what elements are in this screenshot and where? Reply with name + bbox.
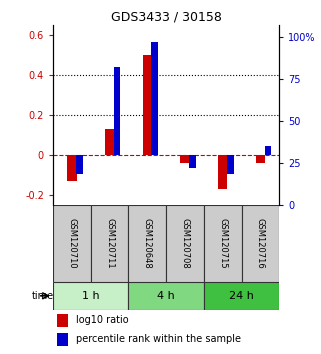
Text: GSM120715: GSM120715 [218,218,227,269]
FancyBboxPatch shape [53,205,91,282]
FancyBboxPatch shape [204,282,279,310]
FancyBboxPatch shape [204,205,241,282]
Bar [180,155,190,163]
Bar [265,146,271,155]
Text: GSM120711: GSM120711 [105,218,114,269]
Title: GDS3433 / 30158: GDS3433 / 30158 [111,11,221,24]
Bar [218,155,227,189]
Bar [67,155,76,181]
Text: 4 h: 4 h [157,291,175,301]
FancyBboxPatch shape [128,282,204,310]
Bar [227,155,234,175]
Text: GSM120710: GSM120710 [67,218,76,269]
Text: GSM120716: GSM120716 [256,218,265,269]
Text: 1 h: 1 h [82,291,100,301]
Text: time: time [31,291,54,301]
Bar [256,155,265,163]
FancyBboxPatch shape [91,205,128,282]
FancyBboxPatch shape [241,205,279,282]
FancyBboxPatch shape [53,282,128,310]
Text: GSM120648: GSM120648 [143,218,152,269]
Bar [57,332,68,346]
FancyBboxPatch shape [128,205,166,282]
Bar [152,42,158,155]
FancyBboxPatch shape [166,205,204,282]
Bar [105,129,114,155]
Bar [143,55,152,155]
Text: log10 ratio: log10 ratio [76,315,128,325]
Bar [57,314,68,327]
Text: GSM120708: GSM120708 [180,218,189,269]
Bar [76,155,83,175]
Text: 24 h: 24 h [229,291,254,301]
Bar [114,67,120,155]
Bar [189,155,196,168]
Text: percentile rank within the sample: percentile rank within the sample [76,334,241,344]
